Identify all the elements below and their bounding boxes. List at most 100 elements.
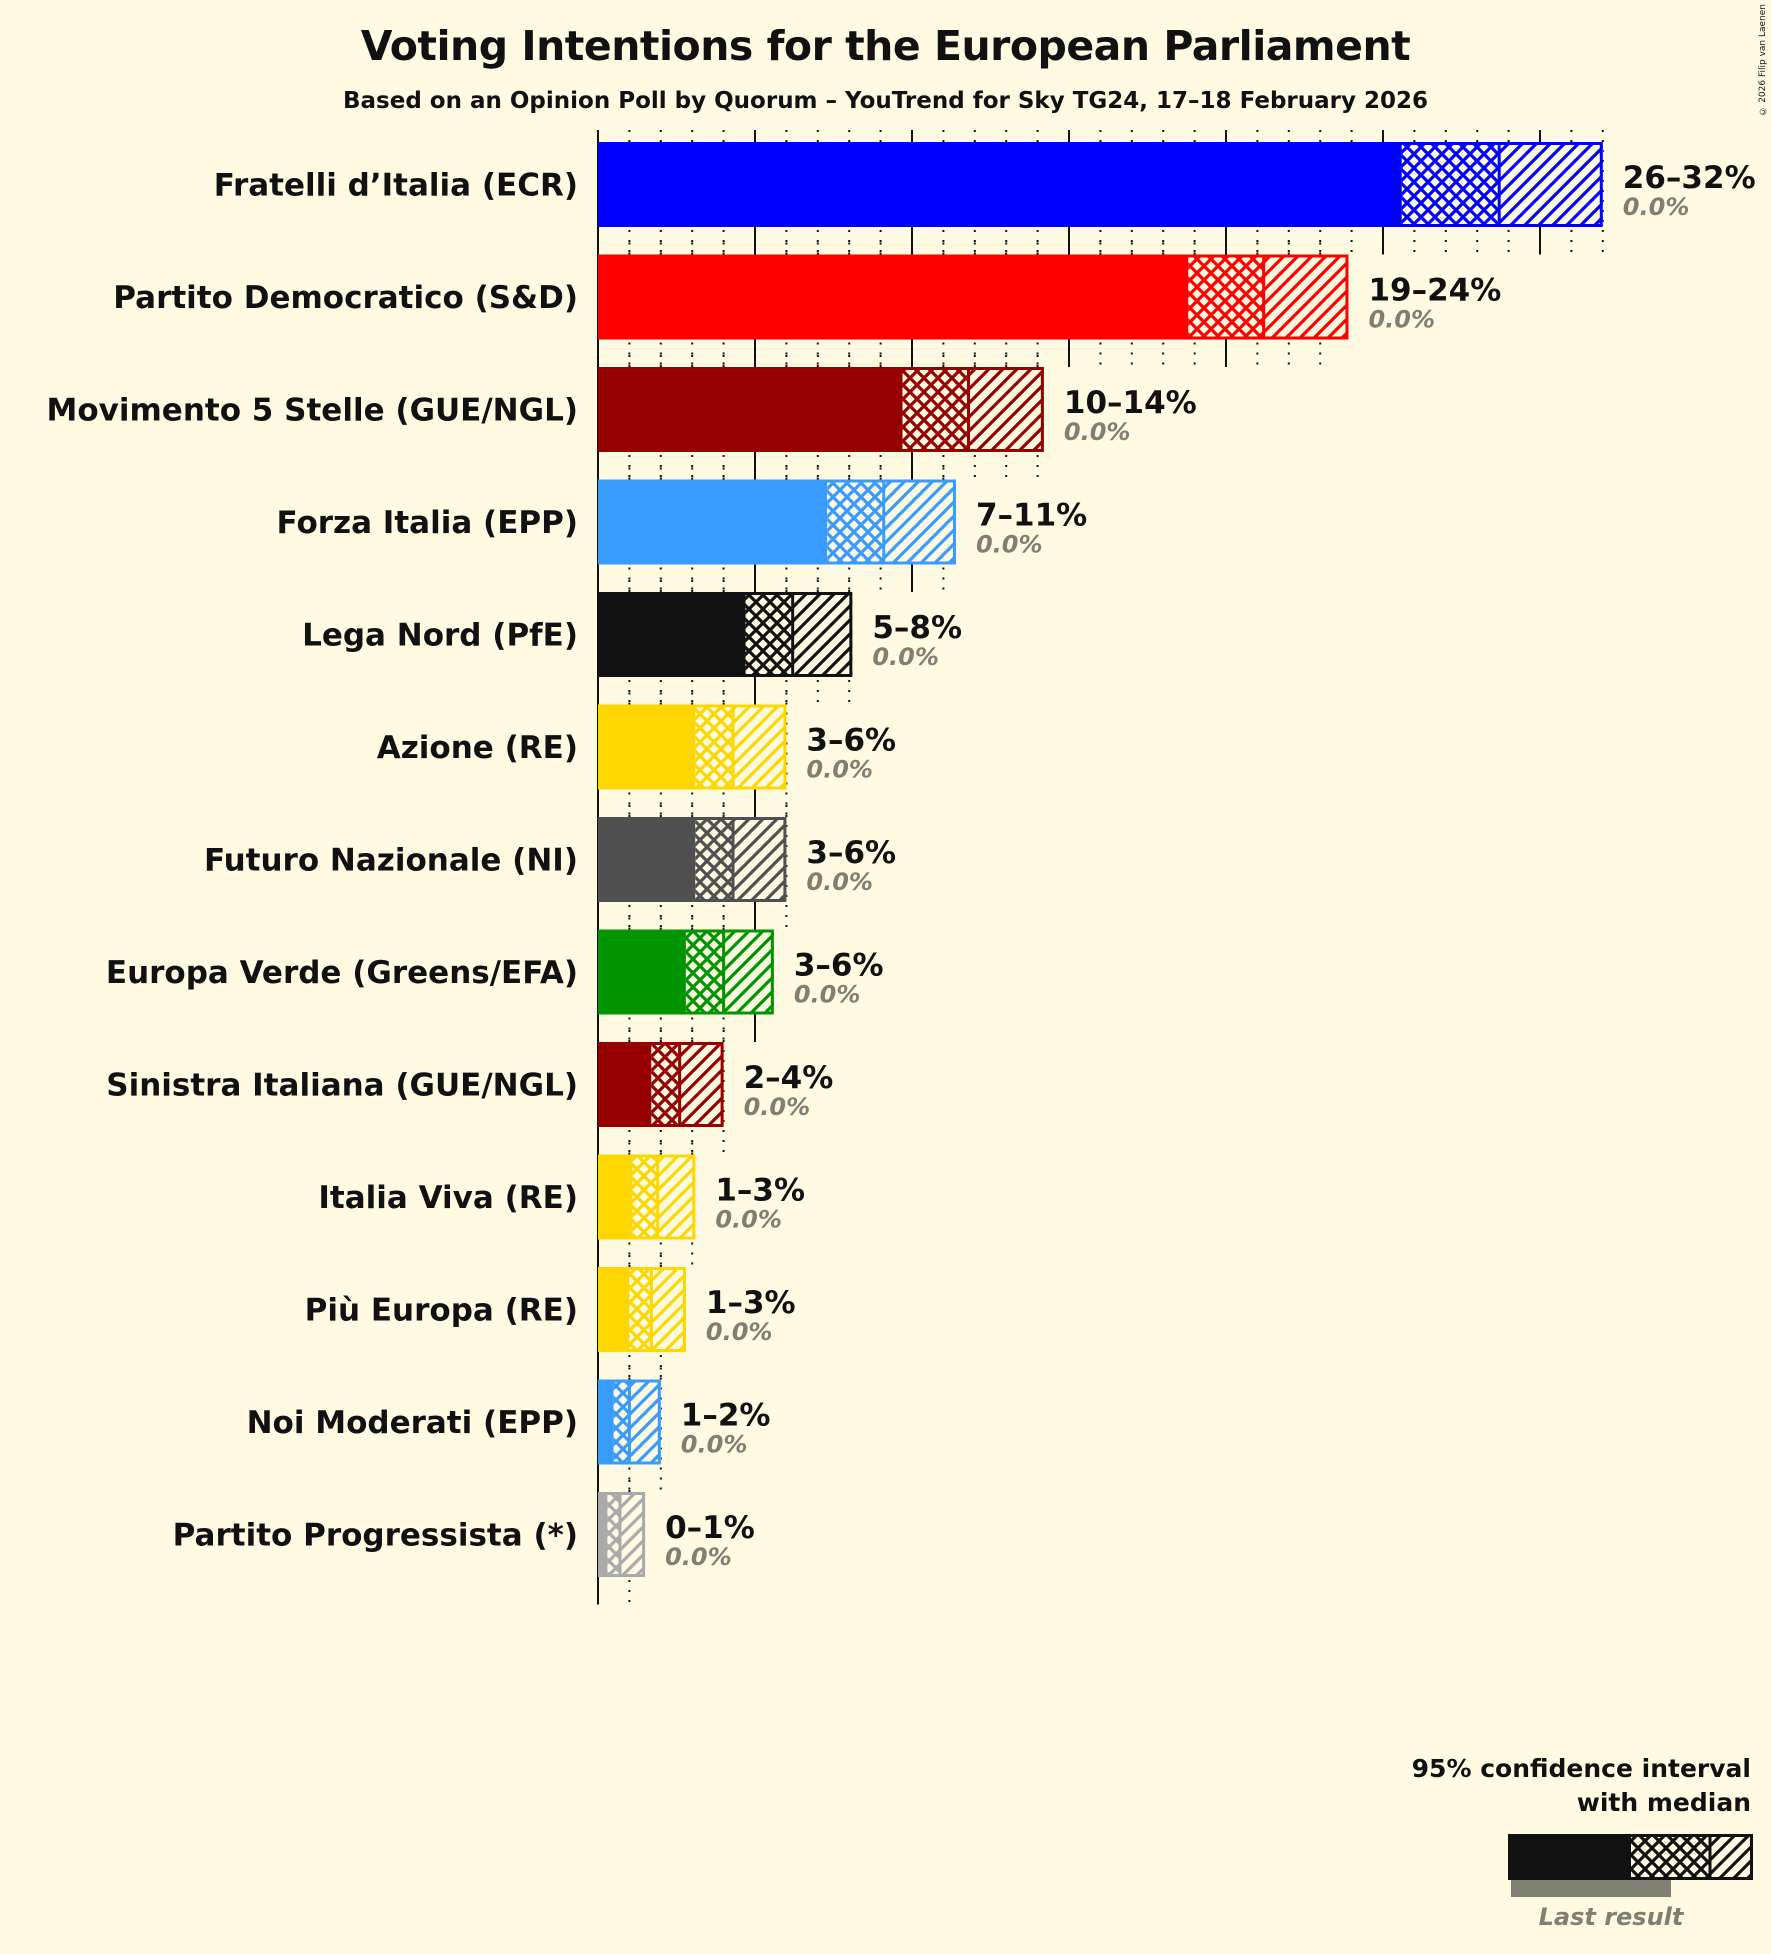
last-result-label: 0.0%	[681, 1431, 748, 1459]
ci-solid-segment	[598, 367, 903, 452]
party-label: Movimento 5 Stelle (GUE/NGL)	[47, 393, 578, 429]
ci-lower-to-median-segment	[629, 1269, 652, 1350]
ci-median-to-upper-segment	[883, 481, 956, 563]
ci-median-to-upper-segment	[657, 1156, 696, 1238]
legend-title-line1: 95% confidence interval	[1411, 1754, 1751, 1783]
party-label: Europa Verde (Greens/EFA)	[106, 955, 578, 991]
bar-outline	[598, 254, 1349, 340]
ci-solid-segment	[598, 1379, 614, 1465]
bar-outline	[598, 367, 1044, 452]
party-label: Fratelli d’Italia (ECR)	[214, 168, 578, 204]
ci-lower-to-median-segment	[651, 1044, 680, 1125]
legend-diag-swatch	[1710, 1836, 1753, 1878]
bar-outline	[598, 479, 956, 565]
legend-last-result-label: Last result	[1538, 1903, 1684, 1931]
ci-lower-to-median-segment	[745, 594, 793, 675]
last-result-label: 0.0%	[1623, 193, 1690, 221]
ci-median-to-upper-segment	[723, 931, 774, 1013]
range-label: 10–14%	[1064, 385, 1197, 421]
ci-median-to-upper-segment	[792, 594, 853, 675]
bar-outline	[598, 592, 853, 677]
party-row: Sinistra Italiana (GUE/NGL) 2–4%0.0%	[106, 1042, 833, 1127]
last-result-label: 0.0%	[715, 1206, 782, 1234]
ci-solid-segment	[598, 592, 746, 677]
party-label: Futuro Nazionale (NI)	[204, 843, 578, 879]
last-result-label: 0.0%	[806, 756, 873, 784]
last-result-label: 0.0%	[976, 531, 1043, 559]
party-row: Forza Italia (EPP) 7–11%0.0%	[277, 479, 1087, 565]
chart-subtitle: Based on an Opinion Poll by Quorum – You…	[342, 88, 1429, 114]
legend-title-line2: with median	[1576, 1788, 1751, 1817]
range-label: 1–3%	[715, 1173, 805, 1209]
ci-lower-to-median-segment	[902, 369, 969, 450]
legend-last-result-swatch	[1511, 1880, 1671, 1897]
ci-solid-segment	[598, 1042, 652, 1127]
ci-solid-segment	[598, 142, 1402, 227]
ci-lower-to-median-segment	[1401, 144, 1500, 225]
bar-outline	[598, 1154, 696, 1240]
ci-lower-to-median-segment	[632, 1156, 658, 1238]
party-label: Sinistra Italiana (GUE/NGL)	[106, 1068, 578, 1104]
bar-outline	[598, 704, 787, 790]
ci-solid-segment	[598, 1154, 633, 1240]
ci-median-to-upper-segment	[679, 1044, 724, 1125]
party-row: Noi Moderati (EPP) 1–2%0.0%	[247, 1379, 771, 1465]
range-label: 2–4%	[744, 1060, 834, 1096]
bar-outline	[598, 142, 1603, 227]
legend-title: 95% confidence interval with median	[1351, 1752, 1751, 1820]
party-row: Partito Progressista (*) 0–1%0.0%	[173, 1492, 755, 1577]
last-result-label: 0.0%	[706, 1318, 773, 1346]
ci-lower-to-median-segment	[1188, 256, 1264, 338]
legend-cross-swatch	[1631, 1836, 1710, 1878]
last-result-label: 0.0%	[744, 1093, 811, 1121]
party-label: Lega Nord (PfE)	[302, 618, 578, 654]
range-label: 1–3%	[706, 1285, 796, 1321]
ci-lower-to-median-segment	[607, 1494, 620, 1575]
range-label: 26–32%	[1623, 160, 1756, 196]
last-result-label: 0.0%	[806, 868, 873, 896]
ci-median-to-upper-segment	[1499, 144, 1603, 225]
ci-lower-to-median-segment	[695, 819, 734, 900]
bar-outline	[598, 1267, 686, 1352]
legend-swatch	[1508, 1834, 1753, 1897]
range-label: 1–2%	[681, 1398, 771, 1434]
legend-outline	[1508, 1834, 1753, 1880]
last-result-label: 0.0%	[1064, 418, 1131, 446]
range-label: 7–11%	[976, 498, 1087, 534]
range-label: 0–1%	[665, 1510, 755, 1546]
ci-median-to-upper-segment	[733, 819, 787, 900]
ci-median-to-upper-segment	[619, 1494, 646, 1575]
party-row: Lega Nord (PfE) 5–8%0.0%	[302, 592, 962, 677]
range-label: 5–8%	[872, 610, 962, 646]
party-label: Italia Viva (RE)	[318, 1180, 578, 1216]
range-label: 19–24%	[1368, 273, 1501, 309]
party-row: Europa Verde (Greens/EFA) 3–6%0.0%	[106, 929, 884, 1015]
bar-outline	[598, 1492, 646, 1577]
last-result-label: 0.0%	[1368, 306, 1435, 334]
legend-solid-swatch	[1508, 1834, 1631, 1880]
bar-outline	[598, 817, 787, 902]
range-label: 3–6%	[794, 948, 884, 984]
ci-median-to-upper-segment	[968, 369, 1044, 450]
last-result-label: 0.0%	[665, 1543, 732, 1571]
party-label: Più Europa (RE)	[305, 1293, 578, 1329]
party-row: Azione (RE) 3–6%0.0%	[377, 704, 896, 790]
last-result-label: 0.0%	[794, 981, 861, 1009]
ci-median-to-upper-segment	[629, 1381, 661, 1463]
bar-outline	[598, 929, 774, 1015]
ci-lower-to-median-segment	[613, 1381, 630, 1463]
ci-solid-segment	[598, 704, 696, 790]
bars: Fratelli d’Italia (ECR) 26–32%0.0%Partito…	[47, 142, 1756, 1577]
ci-solid-segment	[598, 817, 696, 902]
party-label: Azione (RE)	[377, 730, 578, 766]
chart-title: Voting Intentions for the European Parli…	[360, 22, 1411, 70]
ci-solid-segment	[598, 929, 686, 1015]
party-label: Noi Moderati (EPP)	[247, 1405, 578, 1441]
party-row: Partito Democratico (S&D) 19–24%0.0%	[113, 254, 1501, 340]
ci-median-to-upper-segment	[733, 706, 787, 788]
party-row: Movimento 5 Stelle (GUE/NGL) 10–14%0.0%	[47, 367, 1197, 452]
last-result-label: 0.0%	[872, 643, 939, 671]
ci-solid-segment	[598, 479, 828, 565]
ci-lower-to-median-segment	[827, 481, 884, 563]
